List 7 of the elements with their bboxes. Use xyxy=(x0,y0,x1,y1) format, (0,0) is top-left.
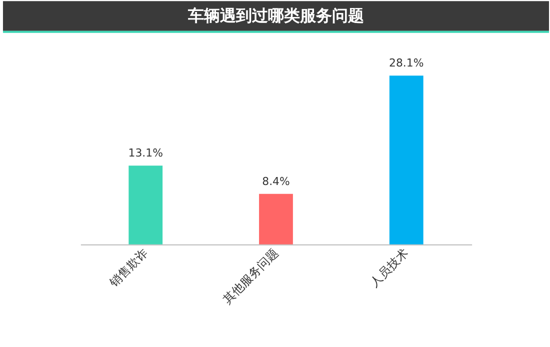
x-tick-label: 销售欺诈 xyxy=(106,246,151,290)
data-label: 13.1% xyxy=(128,146,163,160)
data-label: 28.1% xyxy=(389,56,424,70)
chart-title: 车辆遇到过哪类服务问题 xyxy=(186,6,364,25)
data-label: 8.4% xyxy=(262,174,290,188)
x-tick-label: 人员技术 xyxy=(367,246,412,290)
x-tick-label: 其他服务问题 xyxy=(220,246,281,307)
